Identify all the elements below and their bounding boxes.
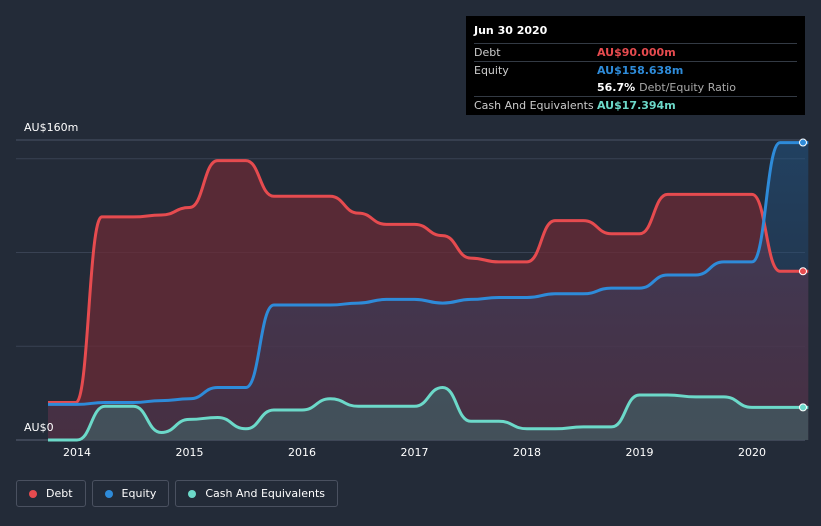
cash-and-equivalents-line bbox=[48, 385, 809, 442]
tooltip-row-cash: Cash And Equivalents AU$17.394m bbox=[474, 96, 797, 114]
equity-line bbox=[48, 141, 809, 406]
tooltip-ratio-label: Debt/Equity Ratio bbox=[639, 81, 736, 94]
equity-end-point bbox=[799, 138, 807, 147]
legend-dot-icon bbox=[29, 489, 37, 498]
tooltip-debt-label: Debt bbox=[474, 46, 501, 59]
x-tick-label: 2017 bbox=[400, 446, 429, 459]
x-tick-label: 2014 bbox=[63, 446, 91, 459]
x-tick-label: 2019 bbox=[625, 446, 654, 459]
data-tooltip: Jun 30 2020 Debt AU$90.000m Equity AU$15… bbox=[466, 16, 805, 115]
legend-label-cash: Cash And Equivalents bbox=[205, 487, 325, 500]
equity-area bbox=[48, 142, 809, 440]
x-tick-label: 2020 bbox=[738, 446, 766, 459]
tooltip-date: Jun 30 2020 bbox=[474, 24, 548, 37]
legend-dot-icon bbox=[104, 489, 113, 498]
tooltip-row-debt: Debt AU$90.000m bbox=[474, 43, 797, 61]
tooltip-equity-value: AU$158.638m bbox=[597, 64, 684, 77]
y-axis-bottom-label: AU$0 bbox=[24, 421, 54, 434]
tooltip-row-equity: Equity AU$158.638m bbox=[474, 61, 797, 79]
tooltip-cash-label: Cash And Equivalents bbox=[474, 99, 594, 112]
y-axis-top-label: AU$160m bbox=[24, 121, 79, 134]
tooltip-debt-value: AU$90.000m bbox=[597, 46, 676, 59]
tooltip-row-ratio: 56.7% Debt/Equity Ratio bbox=[474, 79, 797, 96]
tooltip-cash-value: AU$17.394m bbox=[597, 99, 676, 112]
legend-item-cash[interactable]: Cash And Equivalents bbox=[175, 480, 338, 507]
tooltip-equity-label: Equity bbox=[474, 64, 509, 77]
cash-and-equivalents-area bbox=[48, 387, 809, 440]
debt-line bbox=[48, 159, 809, 404]
legend-label-equity: Equity bbox=[121, 487, 157, 500]
legend-item-debt[interactable]: Debt bbox=[16, 480, 86, 507]
x-tick-label: 2015 bbox=[175, 446, 204, 459]
chart-legend: Debt Equity Cash And Equivalents bbox=[16, 480, 338, 507]
tooltip-ratio-value: 56.7% bbox=[597, 81, 636, 94]
series-end-markers bbox=[799, 138, 807, 412]
cash-and-equivalents-end-point bbox=[799, 403, 807, 412]
legend-dot-icon bbox=[188, 489, 197, 498]
legend-item-equity[interactable]: Equity bbox=[91, 480, 170, 507]
debt-end-point bbox=[799, 267, 807, 276]
x-tick-label: 2018 bbox=[513, 446, 541, 459]
legend-label-debt: Debt bbox=[46, 487, 73, 500]
x-tick-label: 2016 bbox=[288, 446, 316, 459]
series-lines bbox=[48, 141, 809, 442]
